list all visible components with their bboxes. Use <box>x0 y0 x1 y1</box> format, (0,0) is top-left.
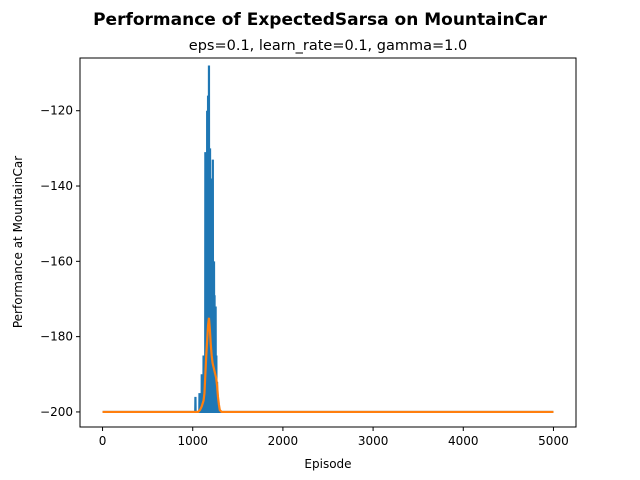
y-axis-ticks: −200 −180 −160 −140 −120 <box>40 104 80 419</box>
x-axis-ticks: 0 1000 2000 3000 4000 5000 <box>99 427 569 448</box>
x-tick-label: 0 <box>99 434 107 448</box>
y-axis-label: Performance at MountainCar <box>11 156 25 328</box>
chart-subtitle: eps=0.1, learn_rate=0.1, gamma=1.0 <box>189 38 467 54</box>
y-tick-label: −180 <box>40 330 73 344</box>
x-tick-label: 2000 <box>268 434 299 448</box>
x-tick-label: 3000 <box>358 434 389 448</box>
axes-frame <box>79 57 577 428</box>
y-tick-label: −160 <box>40 254 73 268</box>
chart-title: Performance of ExpectedSarsa on Mountain… <box>93 10 547 30</box>
y-tick-label: −140 <box>40 179 73 193</box>
y-tick-label: −200 <box>40 405 73 419</box>
x-tick-label: 1000 <box>177 434 208 448</box>
plot-area <box>102 65 554 414</box>
x-tick-label: 5000 <box>538 434 569 448</box>
x-axis-label: Episode <box>304 457 351 471</box>
y-tick-label: −120 <box>40 104 73 118</box>
series-episode-returns-line <box>102 65 554 414</box>
x-tick-label: 4000 <box>448 434 479 448</box>
series-smoothed-line <box>102 317 554 414</box>
